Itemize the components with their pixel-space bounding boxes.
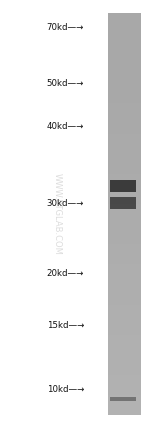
- Bar: [108, 325, 141, 335]
- Text: WWW.PTGLAB.COM: WWW.PTGLAB.COM: [52, 173, 62, 255]
- Bar: [108, 375, 141, 385]
- Bar: [108, 274, 141, 284]
- Bar: [108, 83, 141, 93]
- Bar: [108, 194, 141, 204]
- Bar: [108, 113, 141, 124]
- Bar: [110, 197, 136, 209]
- Bar: [108, 365, 141, 375]
- Bar: [108, 224, 141, 234]
- Bar: [108, 63, 141, 73]
- Bar: [108, 174, 141, 184]
- Bar: [110, 180, 136, 192]
- Text: 50kd—→: 50kd—→: [47, 79, 84, 88]
- Text: 70kd—→: 70kd—→: [47, 23, 84, 33]
- Bar: [110, 397, 136, 401]
- Bar: [108, 264, 141, 274]
- Text: 30kd—→: 30kd—→: [47, 199, 84, 208]
- Bar: [108, 13, 141, 415]
- Text: 10kd—→: 10kd—→: [47, 385, 84, 394]
- Bar: [108, 124, 141, 134]
- Text: 20kd—→: 20kd—→: [47, 269, 84, 279]
- Bar: [108, 335, 141, 345]
- Text: 15kd—→: 15kd—→: [47, 321, 84, 330]
- Bar: [108, 315, 141, 325]
- Bar: [108, 93, 141, 104]
- Bar: [108, 305, 141, 315]
- Bar: [108, 164, 141, 174]
- Bar: [108, 385, 141, 395]
- Bar: [108, 184, 141, 194]
- Bar: [108, 204, 141, 214]
- Bar: [108, 23, 141, 33]
- Bar: [108, 355, 141, 365]
- Bar: [108, 234, 141, 244]
- Bar: [108, 294, 141, 305]
- Bar: [108, 13, 141, 23]
- Bar: [108, 285, 141, 294]
- Bar: [108, 33, 141, 43]
- Bar: [108, 244, 141, 254]
- Bar: [108, 214, 141, 224]
- Bar: [108, 345, 141, 355]
- Bar: [108, 405, 141, 415]
- Bar: [108, 53, 141, 63]
- Bar: [108, 395, 141, 405]
- Bar: [108, 73, 141, 83]
- Text: 40kd—→: 40kd—→: [47, 122, 84, 131]
- Bar: [108, 144, 141, 154]
- Bar: [108, 154, 141, 163]
- Bar: [108, 104, 141, 113]
- Bar: [108, 43, 141, 53]
- Bar: [108, 134, 141, 144]
- Bar: [108, 254, 141, 265]
